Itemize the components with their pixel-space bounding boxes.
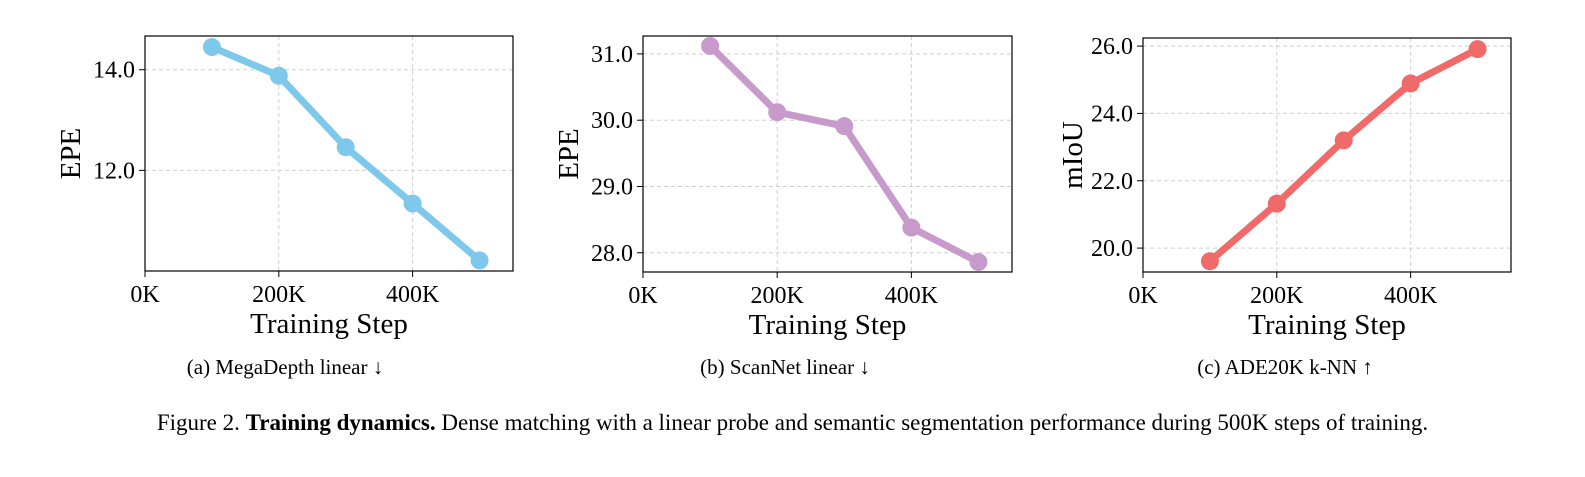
- x-tick-label: 200K: [751, 283, 805, 309]
- subcaption: (b) ScanNet linear ↓: [700, 355, 870, 379]
- data-line: [1206, 45, 1482, 265]
- data-point: [403, 194, 422, 213]
- data-point: [1468, 40, 1487, 59]
- x-tick-label: 200K: [252, 282, 306, 308]
- data-point: [701, 36, 720, 55]
- caption-label: Figure 2.: [156, 410, 240, 435]
- x-axis-label: Training Step: [1248, 309, 1406, 341]
- y-tick-label: 22.0: [1091, 169, 1133, 195]
- data-point: [768, 103, 787, 122]
- y-tick-label: 20.0: [1091, 236, 1133, 262]
- y-tick-label: 28.0: [591, 241, 633, 267]
- x-axis-label: Training Step: [749, 309, 907, 341]
- figure-caption: Figure 2. Training dynamics. Dense match…: [0, 410, 1585, 436]
- data-point: [902, 218, 921, 237]
- data-point: [470, 251, 489, 270]
- data-point: [969, 253, 988, 272]
- plot-frame: [144, 35, 514, 272]
- y-tick-label: 29.0: [591, 174, 633, 200]
- plot-frame: [1142, 37, 1512, 273]
- data-point: [336, 138, 355, 157]
- caption-text: Dense matching with a linear probe and s…: [441, 410, 1429, 435]
- data-point: [269, 66, 288, 85]
- data-point: [1334, 131, 1353, 150]
- y-axis-label: mIoU: [1057, 121, 1089, 189]
- subcaption: (c) ADE20K k-NN ↑: [1197, 355, 1373, 379]
- y-tick-label: 26.0: [1091, 34, 1133, 60]
- x-tick-label: 400K: [1384, 283, 1438, 309]
- y-tick-label: 12.0: [93, 158, 135, 184]
- caption-title: Training dynamics.: [245, 410, 436, 435]
- y-tick-label: 24.0: [1091, 101, 1133, 127]
- x-tick-label: 0K: [1128, 283, 1158, 309]
- data-point: [1401, 74, 1420, 93]
- data-point: [202, 38, 221, 57]
- x-tick-label: 0K: [130, 282, 160, 308]
- y-axis-label: EPE: [553, 128, 585, 180]
- x-tick-label: 400K: [885, 283, 939, 309]
- x-tick-label: 0K: [628, 283, 658, 309]
- x-tick-label: 400K: [386, 282, 440, 308]
- data-point: [835, 117, 854, 136]
- plot-frame: [642, 35, 1013, 273]
- y-axis-label: EPE: [55, 128, 87, 180]
- y-tick-label: 31.0: [591, 42, 633, 68]
- data-point: [1267, 194, 1286, 213]
- data-line: [706, 42, 982, 266]
- subcaption: (a) MegaDepth linear ↓: [187, 355, 384, 379]
- x-axis-label: Training Step: [250, 308, 408, 340]
- data-point: [1200, 252, 1219, 271]
- x-tick-label: 200K: [1250, 283, 1304, 309]
- y-tick-label: 30.0: [591, 108, 633, 134]
- y-tick-label: 14.0: [93, 58, 135, 84]
